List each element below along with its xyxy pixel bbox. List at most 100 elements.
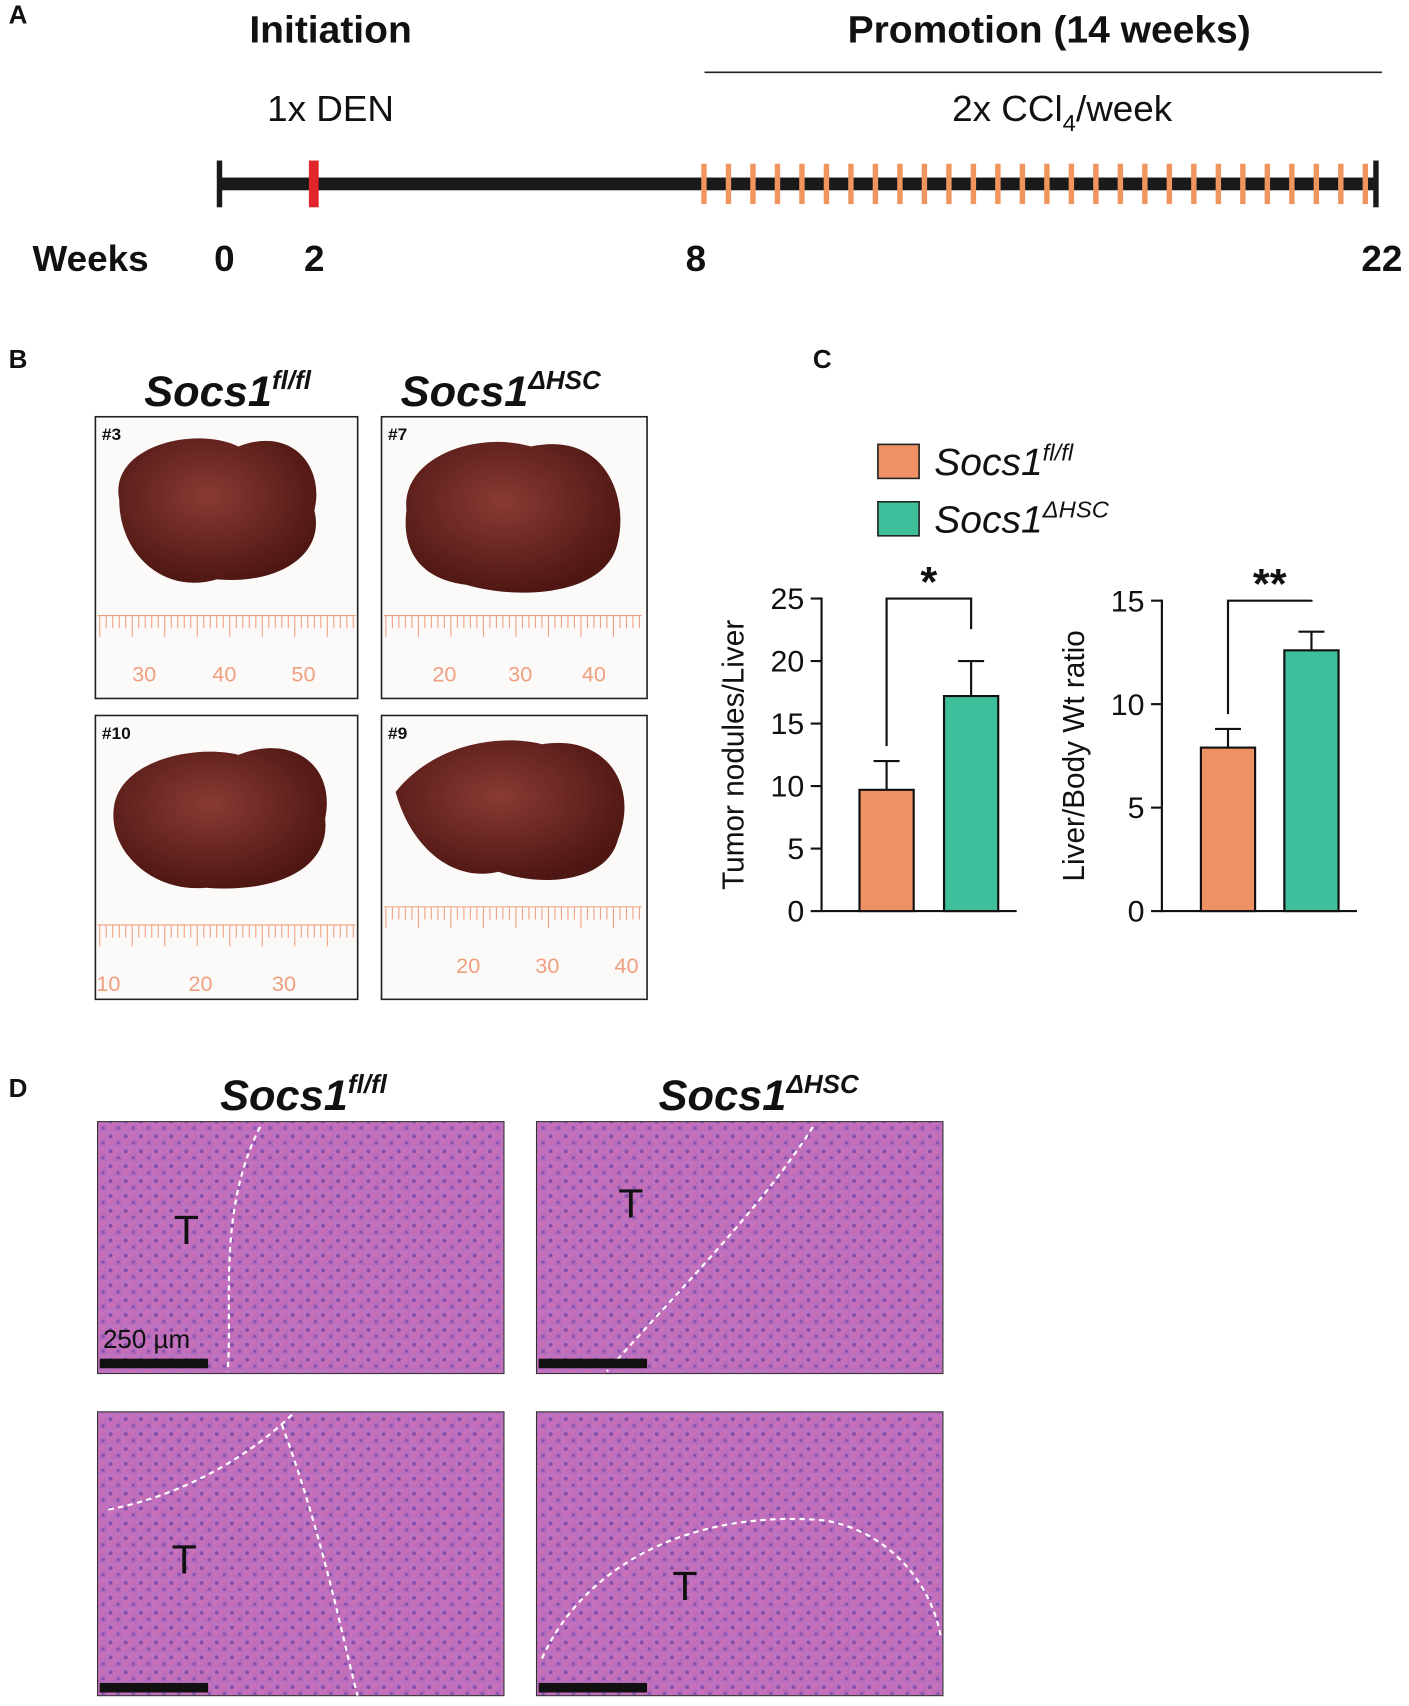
bar xyxy=(942,694,1000,913)
ccl4-injection xyxy=(823,163,830,205)
group-title: Socs1fl/fl xyxy=(144,367,312,416)
histology-panels xyxy=(97,1121,944,1697)
y-tick-label: 15 xyxy=(1111,586,1145,619)
ccl4-injection xyxy=(1362,163,1369,205)
ruler-number: 30 xyxy=(272,972,296,996)
sample-id: #10 xyxy=(102,723,131,743)
histology-image xyxy=(97,1411,505,1697)
tumor-boundary xyxy=(108,1413,359,1696)
tumor-label: T xyxy=(618,1181,643,1227)
liver xyxy=(405,441,621,593)
panel-label: C xyxy=(813,346,832,374)
stage-title: Initiation xyxy=(249,9,411,52)
superscript: ΔHSC xyxy=(785,1071,859,1099)
ccl4-injection xyxy=(701,163,707,205)
ccl4-injection xyxy=(1240,163,1246,205)
ccl4-injection xyxy=(774,163,781,205)
y-axis-label: Liver/Body Wt ratio xyxy=(1058,630,1091,881)
ccl4-injection xyxy=(1264,163,1271,205)
stage-title: Promotion (14 weeks) xyxy=(848,9,1251,52)
week-tick-label: 22 xyxy=(1361,238,1402,279)
scale-label: 250 µm xyxy=(103,1326,190,1354)
ccl4-injection xyxy=(897,163,903,205)
scale-bar xyxy=(538,1358,648,1369)
group-title: Socs1ΔHSC xyxy=(659,1071,859,1120)
week-tick-label: 0 xyxy=(214,238,235,279)
liver xyxy=(113,748,327,889)
y-tick-label: 0 xyxy=(787,896,804,929)
ccl4-injection xyxy=(1166,163,1173,205)
significance-bracket xyxy=(885,597,973,747)
ccl4-injection xyxy=(1044,163,1050,205)
liver xyxy=(118,438,317,583)
bar xyxy=(858,788,915,913)
legend-swatch xyxy=(877,500,920,537)
tumor-label: T xyxy=(672,1563,697,1609)
treatment-label: 2x CCl4/week xyxy=(952,89,1173,137)
title-text: Socs1 xyxy=(220,1072,348,1120)
superscript: ΔHSC xyxy=(1042,498,1110,524)
ruler-number: 30 xyxy=(508,663,532,687)
title-text: Socs1 xyxy=(659,1072,787,1120)
ccl4-injection xyxy=(799,163,805,205)
ccl4-injection xyxy=(750,163,756,205)
ruler-number: 20 xyxy=(456,954,480,978)
ruler-number: 40 xyxy=(212,663,236,687)
tumor-boundary xyxy=(226,1126,262,1372)
photo-panels xyxy=(94,415,648,1001)
ccl4-injection xyxy=(921,163,928,205)
ruler-number: 10 xyxy=(96,972,120,996)
ruler-number: 20 xyxy=(188,972,212,996)
ccl4-injection xyxy=(946,163,952,205)
panel-label: D xyxy=(9,1075,28,1103)
sample-id: #3 xyxy=(102,424,121,444)
ccl4-injection xyxy=(1313,163,1320,205)
panel-label: A xyxy=(9,2,28,30)
ruler-number: 40 xyxy=(614,954,638,978)
treatment-text: /week xyxy=(1076,89,1173,130)
ruler-number: 40 xyxy=(582,663,606,687)
ccl4-injection xyxy=(1019,163,1026,205)
group-title: Socs1fl/fl xyxy=(220,1071,388,1120)
significance-bracket xyxy=(1226,599,1313,715)
ruler-number: 30 xyxy=(132,663,156,687)
y-tick-label: 15 xyxy=(770,708,804,741)
y-tick-label: 5 xyxy=(1128,793,1145,826)
bar xyxy=(1283,649,1340,913)
legend-label: Socs1fl/fl xyxy=(934,441,1074,485)
superscript: fl/fl xyxy=(1043,441,1074,467)
ccl4-injection xyxy=(1142,163,1148,205)
y-tick-label: 0 xyxy=(1128,896,1145,929)
title-text: Socs1 xyxy=(144,368,272,416)
ccl4-injection xyxy=(1215,163,1222,205)
ccl4-injection xyxy=(848,163,854,205)
title-text: Socs1 xyxy=(401,368,529,416)
y-axis-label: Tumor nodules/Liver xyxy=(717,620,750,890)
superscript: ΔHSC xyxy=(527,367,601,395)
ccl4-injection xyxy=(1289,163,1295,205)
den-injection xyxy=(308,160,319,208)
ccl4-injection xyxy=(1093,163,1099,205)
ccl4-injection xyxy=(872,163,879,205)
y-tick-label: 5 xyxy=(787,833,804,866)
ccl4-injection xyxy=(1117,163,1124,205)
sample-id: #9 xyxy=(388,723,407,743)
week-tick-label: 2 xyxy=(304,238,325,279)
legend-label: Socs1ΔHSC xyxy=(934,498,1110,542)
significance-label: * xyxy=(920,559,937,607)
y-tick-label: 20 xyxy=(770,646,804,679)
scale-bar xyxy=(538,1682,648,1693)
histology-image xyxy=(535,1411,944,1697)
superscript: fl/fl xyxy=(272,367,312,395)
ccl4-injection xyxy=(1191,163,1197,205)
tumor-boundary xyxy=(606,1126,814,1373)
ccl4-injection xyxy=(995,163,1001,205)
y-tick-label: 10 xyxy=(1111,689,1145,722)
legend-text: Socs1 xyxy=(934,499,1042,542)
subscript: 4 xyxy=(1063,111,1076,137)
axis-label: Weeks xyxy=(33,238,149,279)
y-tick-label: 10 xyxy=(770,771,804,804)
tumor-label: T xyxy=(174,1207,199,1253)
ruler-number: 30 xyxy=(535,954,559,978)
